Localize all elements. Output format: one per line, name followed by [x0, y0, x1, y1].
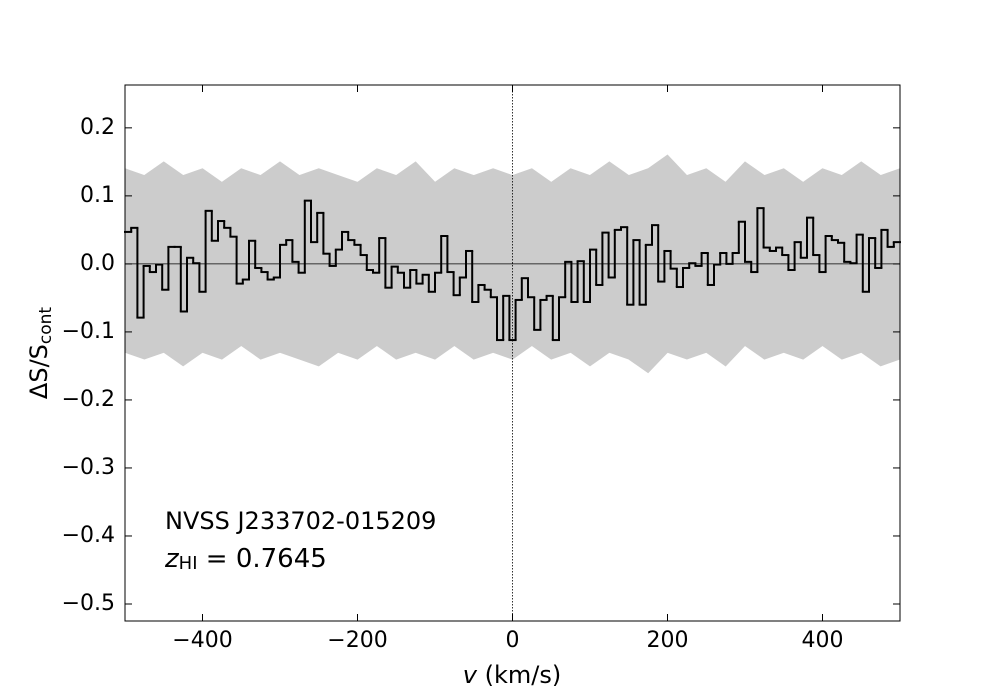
- step-riser: [130, 200, 895, 341]
- annotation: NVSS J233702-015209: [165, 507, 436, 535]
- y-axis-label: ΔS/Scont: [25, 307, 56, 400]
- x-axis-label: v (km/s): [463, 661, 561, 689]
- annotation-part: z: [164, 544, 180, 574]
- y-tick-label: 0.2: [80, 115, 115, 140]
- y-tick-label: −0.2: [62, 387, 115, 412]
- annotation-part: HI: [179, 553, 198, 574]
- y-tick-label: −0.3: [62, 455, 115, 480]
- y-tick-label: −0.1: [62, 319, 115, 344]
- x-tick-label: −400: [172, 628, 232, 653]
- y-tick-label: −0.5: [62, 591, 115, 616]
- annotation-part: = 0.7645: [198, 544, 327, 574]
- x-tick-label: 400: [802, 628, 844, 653]
- annotation: zHI = 0.7645: [164, 544, 327, 575]
- x-tick-label: −200: [327, 628, 387, 653]
- y-tick-label: 0.1: [80, 183, 115, 208]
- x-tick-label: 0: [506, 628, 520, 653]
- y-tick-label: −0.4: [62, 523, 115, 548]
- y-tick-label: 0.0: [80, 251, 115, 276]
- noise-band: [124, 263, 901, 374]
- x-tick-label: 200: [647, 628, 689, 653]
